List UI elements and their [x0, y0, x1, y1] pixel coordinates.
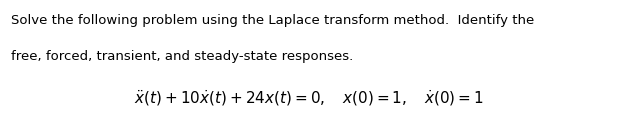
Text: free, forced, transient, and steady-state responses.: free, forced, transient, and steady-stat… — [11, 50, 353, 63]
Text: Solve the following problem using the Laplace transform method.  Identify the: Solve the following problem using the La… — [11, 14, 535, 27]
Text: $\ddot{x}(t) + 10\dot{x}(t) + 24x(t) = 0, \quad x(0) = 1, \quad \dot{x}(0) = 1$: $\ddot{x}(t) + 10\dot{x}(t) + 24x(t) = 0… — [134, 88, 484, 108]
